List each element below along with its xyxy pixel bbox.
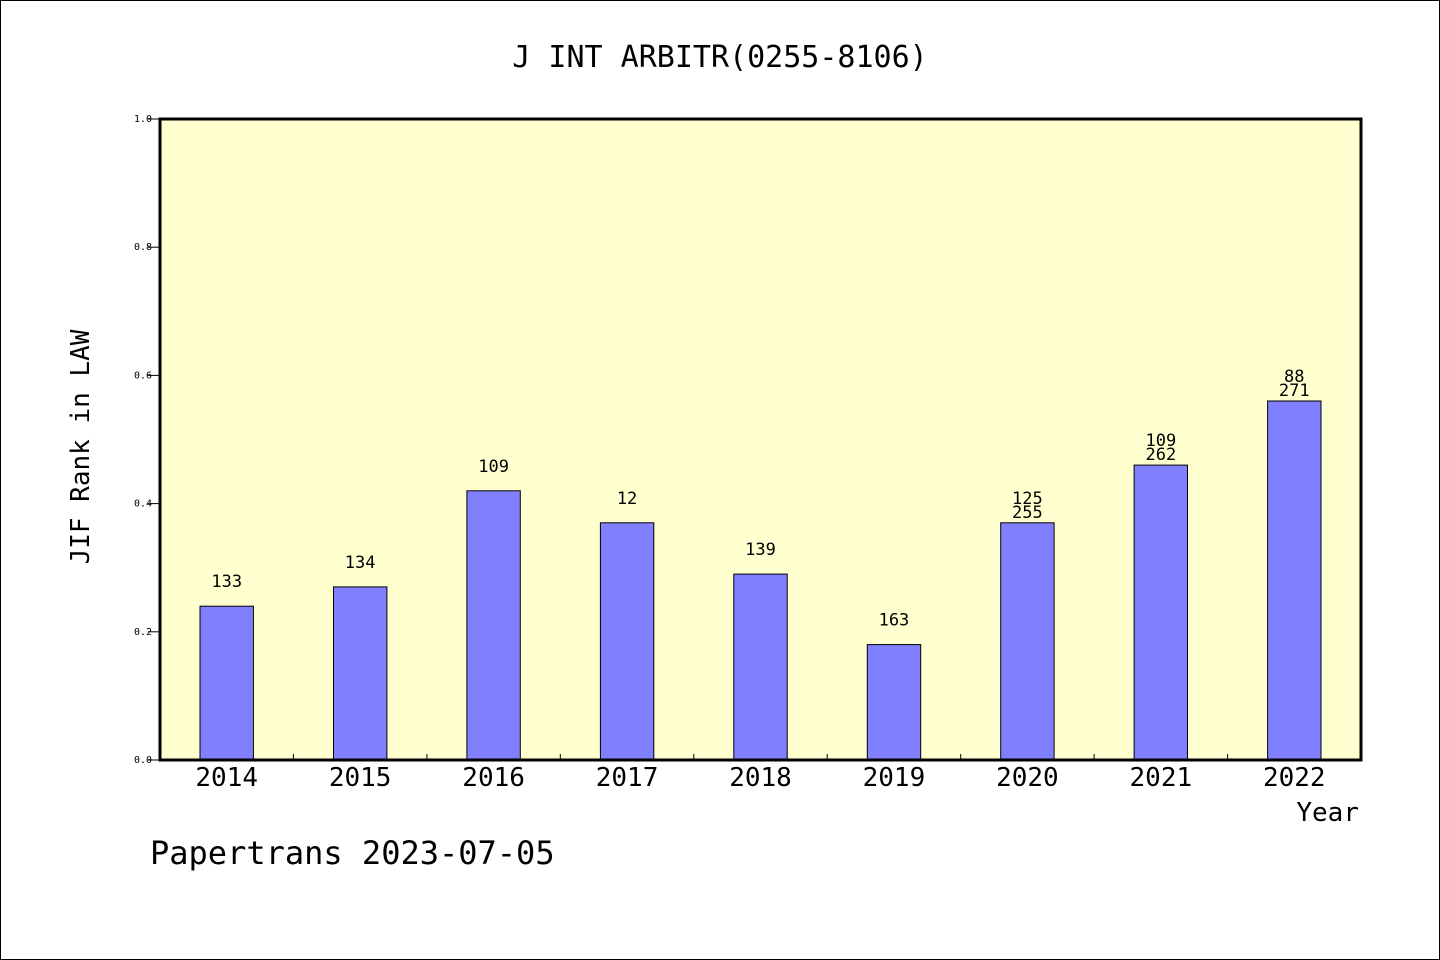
footer-text: Papertrans 2023-07-05 — [150, 834, 555, 872]
y-axis-ticks: 0.0 0.2 0.4 0.6 0.8 1.0 — [134, 114, 160, 766]
bar-value-label-2017: 12 — [617, 489, 637, 509]
x-tick-label-2017: 2017 — [596, 763, 659, 793]
bar-value-label-2018: 139 — [745, 540, 776, 560]
x-tick-label-2020: 2020 — [996, 763, 1059, 793]
bar-2019 — [866, 644, 922, 761]
bar-value-label-2019: 163 — [879, 611, 910, 631]
chart-title: J INT ARBITR(0255-8106) — [512, 40, 927, 75]
bar-2015 — [333, 586, 388, 761]
y-tick-label-5: 1.0 — [134, 114, 152, 125]
bar-value-label-2021-1: 109 — [1145, 431, 1176, 451]
y-tick-label-1: 0.2 — [134, 627, 152, 638]
x-tick-label-2019: 2019 — [863, 763, 926, 793]
y-tick-label-3: 0.6 — [134, 370, 152, 381]
bar-value-label-2022-2: 271 — [1279, 381, 1310, 401]
x-axis-label: Year — [1296, 798, 1359, 828]
bar-value-label-2020-2: 255 — [1012, 503, 1043, 523]
x-tick-label-2016: 2016 — [462, 763, 525, 793]
bars-group — [199, 400, 1322, 761]
bar-value-label-2016: 109 — [478, 457, 509, 477]
x-tick-label-2015: 2015 — [329, 763, 392, 793]
bar-value-label-2022-1: 88 — [1284, 367, 1304, 387]
bar-2018 — [733, 573, 788, 761]
bar-2017 — [599, 522, 655, 761]
bar-value-label-2021-2: 262 — [1145, 445, 1176, 465]
y-tick-label-2: 0.4 — [134, 499, 152, 510]
x-axis-ticks: 2014 2015 2016 2017 2018 2019 2020 2021 2022 — [195, 754, 1326, 793]
bar-2020 — [1000, 522, 1055, 761]
y-axis-label: JIF Rank in LAW — [66, 329, 96, 564]
x-tick-label-2018: 2018 — [729, 763, 792, 793]
bar-value-label-2014: 133 — [211, 572, 242, 592]
bar-2021 — [1133, 464, 1188, 761]
y-tick-label-4: 0.8 — [134, 242, 152, 253]
bar-value-label-2020-1: 125 — [1012, 489, 1043, 509]
x-tick-label-2021: 2021 — [1130, 763, 1193, 793]
bar-2022 — [1267, 400, 1322, 761]
x-tick-label-2022: 2022 — [1263, 763, 1326, 793]
bar-value-label-2015: 134 — [345, 553, 376, 573]
bar-2016 — [466, 490, 521, 761]
y-tick-label-0: 0.0 — [134, 755, 152, 766]
plot-frame — [158, 117, 1363, 762]
x-tick-label-2014: 2014 — [195, 763, 258, 793]
bar-2014 — [199, 605, 254, 761]
